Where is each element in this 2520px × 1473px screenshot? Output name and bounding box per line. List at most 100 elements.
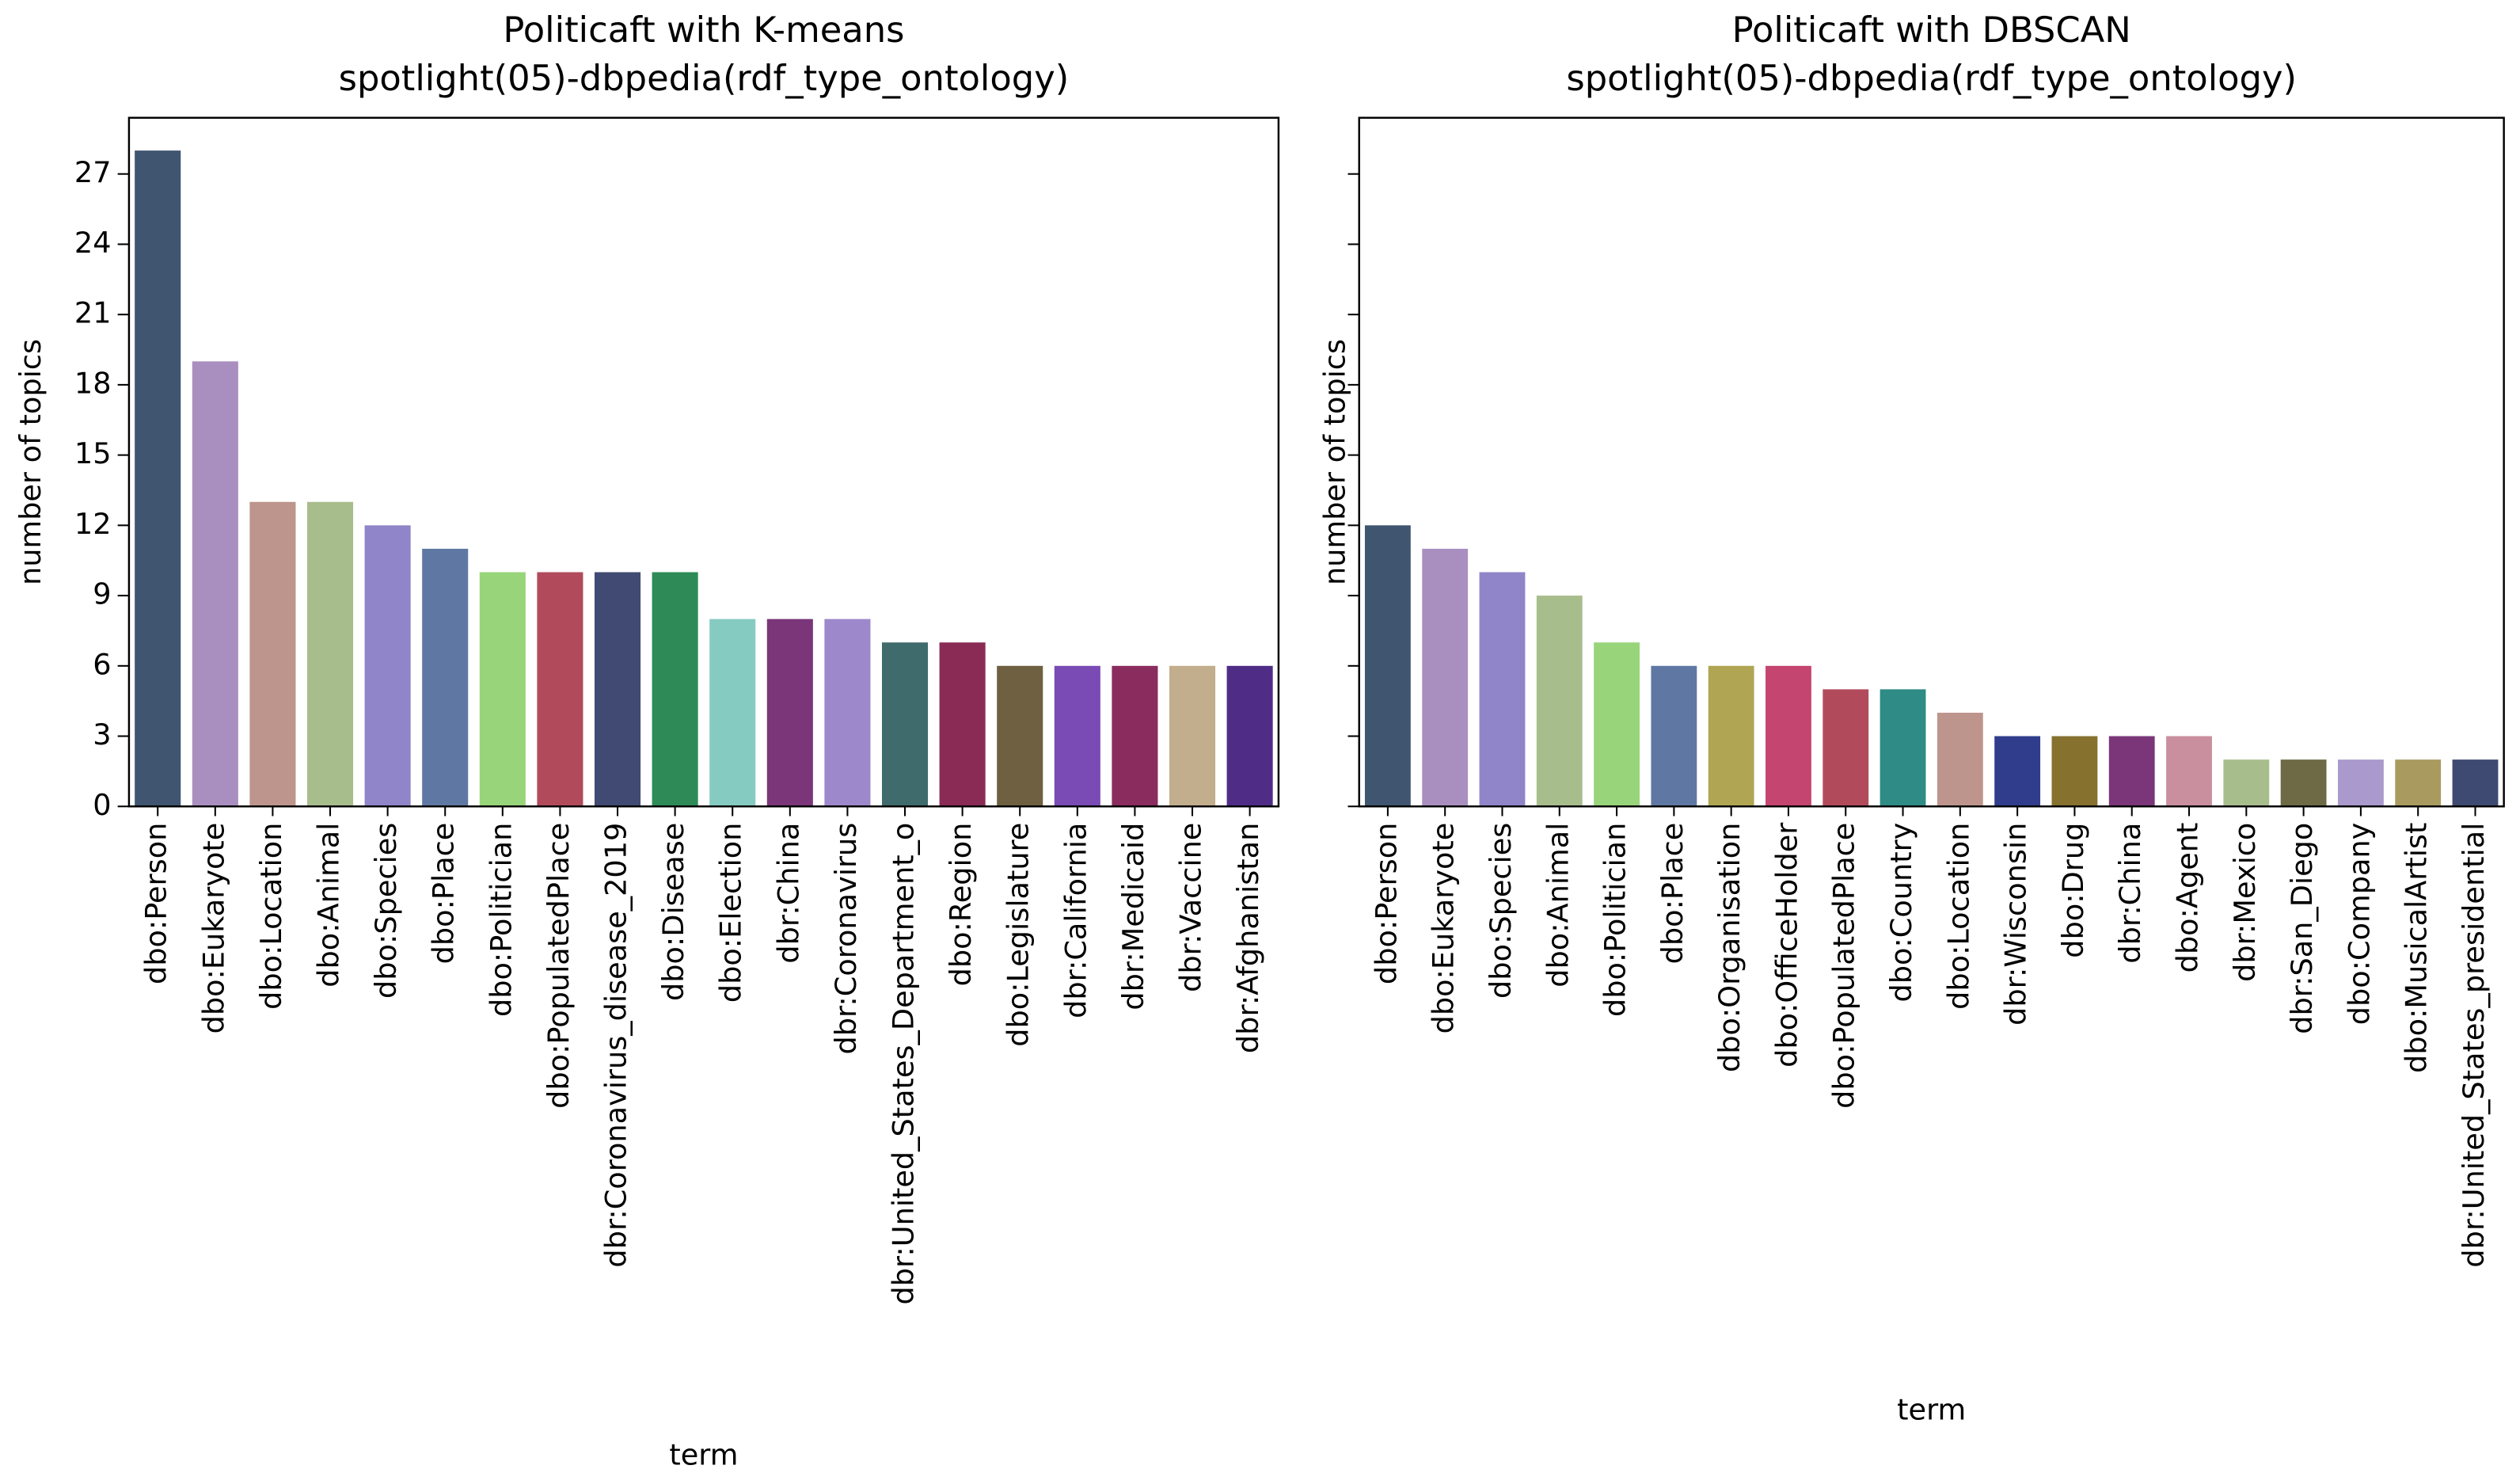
x-tick-label: dbr:Mexico <box>2228 823 2262 982</box>
x-tick-label: dbr:San_Diego <box>2285 823 2319 1034</box>
x-tick-label: dbr:China <box>2113 823 2147 964</box>
x-tick-label: dbr:Medicaid <box>1116 823 1150 1011</box>
bar <box>135 150 181 807</box>
x-tick-label: dbo:Disease <box>656 823 690 1001</box>
x-tick-label: dbo:Election <box>714 823 748 1003</box>
bar <box>306 501 354 807</box>
bar <box>997 665 1043 807</box>
x-tick-label: dbo:Place <box>427 823 461 965</box>
y-tick-label: 3 <box>93 717 111 752</box>
y-tick-label: 9 <box>93 577 111 611</box>
x-tick-label: dbo:Animal <box>312 823 346 988</box>
x-tick-label: dbr:Coronavirus_disease_2019 <box>599 823 633 1268</box>
bar <box>1651 665 1697 807</box>
x-tick-label: dbo:Agent <box>2171 823 2205 973</box>
x-tick-label: dbr:California <box>1059 823 1093 1018</box>
y-axis-label: number of topics <box>13 339 48 585</box>
bar <box>652 572 698 807</box>
x-tick-label: dbo:Person <box>1369 823 1403 984</box>
x-tick-label: dbo:Eukaryote <box>1427 823 1461 1034</box>
x-tick-label: dbo:Location <box>254 823 288 1010</box>
y-axis-label: number of topics <box>1318 339 1352 585</box>
y-tick-label: 12 <box>74 507 112 541</box>
bar <box>1823 689 1869 807</box>
chart-subtitle: spotlight(05)-dbpedia(rdf_type_ontology) <box>339 57 1070 99</box>
bar <box>1708 665 1754 807</box>
bar <box>1880 689 1926 807</box>
x-tick-label: dbo:Politician <box>484 823 518 1017</box>
x-tick-label: dbo:Species <box>1484 823 1518 999</box>
bar <box>2337 759 2384 807</box>
plot-frame <box>127 116 1280 808</box>
bar <box>2452 759 2499 807</box>
chart-title: Politicaft with DBSCAN <box>1732 9 2131 51</box>
x-tick-label: dbo:Drug <box>2056 823 2090 958</box>
x-tick-label: dbo:MusicalArtist <box>2400 823 2434 1073</box>
bar <box>2395 759 2442 807</box>
bar <box>1112 665 1158 807</box>
x-tick-label: dbo:Politician <box>1598 823 1632 1017</box>
x-tick-label: dbr:United_States_Department_o <box>887 823 921 1305</box>
y-tick-label: 21 <box>74 296 112 330</box>
y-tick-label: 18 <box>74 366 112 400</box>
bar <box>881 642 929 807</box>
bar <box>1479 572 1526 807</box>
bar <box>364 525 411 807</box>
x-tick-label: dbr:United_States_presidential <box>2457 823 2491 1268</box>
x-tick-label: dbo:Eukaryote <box>196 823 230 1034</box>
bar <box>2108 736 2155 807</box>
y-tick-label: 6 <box>93 647 111 681</box>
x-tick-label: dbo:PopulatedPlace <box>1827 823 1861 1109</box>
x-tick-label: dbo:Organisation <box>1712 823 1747 1072</box>
x-tick-label: dbo:Region <box>944 823 978 987</box>
x-tick-label: dbr:Afghanistan <box>1231 823 1265 1053</box>
x-tick-label: dbo:Species <box>369 823 403 999</box>
bar <box>1994 736 2041 807</box>
x-tick-label: dbo:Location <box>1941 823 1975 1010</box>
x-tick-label: dbr:China <box>771 823 805 964</box>
y-tick-label: 0 <box>93 788 111 822</box>
x-tick-label: dbo:Legislature <box>1002 823 1036 1047</box>
bar <box>709 619 756 807</box>
bar <box>1054 665 1100 807</box>
bar <box>2223 759 2270 807</box>
bar <box>1766 665 1811 807</box>
bar <box>422 548 469 807</box>
chart-title: Politicaft with K-means <box>503 9 904 51</box>
x-tick-label: dbo:Place <box>1655 823 1690 965</box>
x-tick-label: dbo:OfficeHolder <box>1769 822 1804 1068</box>
bar <box>1422 548 1469 807</box>
x-tick-label: dbo:Animal <box>1541 823 1575 988</box>
x-axis-label: term <box>1897 1392 1966 1426</box>
bar <box>1169 665 1216 807</box>
bar <box>479 572 526 807</box>
x-tick-label: dbo:Person <box>139 823 173 984</box>
x-tick-label: dbo:Country <box>1884 823 1918 1003</box>
bar <box>2166 736 2212 807</box>
bar <box>537 572 583 807</box>
x-tick-label: dbo:PopulatedPlace <box>542 823 576 1109</box>
bar <box>1364 525 1411 807</box>
y-tick-label: 27 <box>74 155 112 189</box>
bar <box>1937 712 1983 807</box>
chart-subtitle: spotlight(05)-dbpedia(rdf_type_ontology) <box>1566 57 2297 99</box>
bar <box>594 572 641 807</box>
y-tick-label: 15 <box>74 436 112 470</box>
bar <box>824 619 871 807</box>
bar <box>1594 642 1640 807</box>
bar <box>1226 665 1273 807</box>
bar <box>1536 596 1583 807</box>
bar <box>2280 759 2327 807</box>
plot-frame <box>1358 116 2505 808</box>
x-tick-label: dbr:Vaccine <box>1174 823 1208 992</box>
bar <box>766 619 813 807</box>
bar <box>192 361 238 807</box>
y-tick-label: 24 <box>74 226 112 260</box>
x-tick-label: dbr:Wisconsin <box>1999 823 2033 1026</box>
bar <box>939 642 986 807</box>
x-tick-label: dbo:Company <box>2342 823 2376 1026</box>
x-axis-label: term <box>669 1437 738 1471</box>
x-tick-label: dbr:Coronavirus <box>829 823 863 1055</box>
